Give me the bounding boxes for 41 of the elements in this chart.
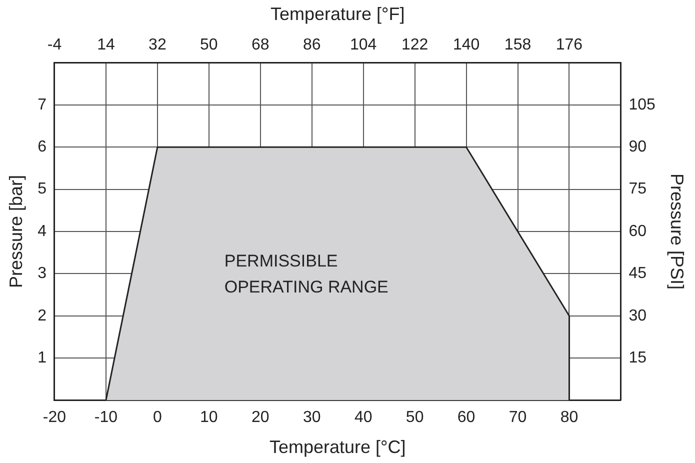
- y2-tick-label: 75: [628, 180, 647, 198]
- y2-tick-label: 60: [628, 222, 647, 240]
- x-tick-label: 40: [354, 409, 372, 426]
- y-tick-label: 1: [38, 349, 47, 366]
- y-tick-label: 7: [38, 96, 47, 114]
- x-tick-label: 70: [508, 409, 527, 426]
- x-tick-label: 10: [200, 409, 218, 426]
- x-tick-label: 60: [457, 409, 476, 426]
- y-axis-title: Pressure [bar]: [6, 174, 26, 288]
- x-tick-label: 50: [406, 409, 424, 426]
- x-tick-label: 0: [152, 409, 162, 426]
- x2-tick-label: 68: [251, 36, 270, 54]
- x2-tick-label: 140: [452, 36, 480, 54]
- x2-tick-label: 158: [504, 36, 532, 54]
- y2-tick-label: 15: [628, 349, 647, 366]
- x-tick-label: -10: [94, 409, 118, 426]
- y-tick-label: 3: [38, 265, 47, 282]
- x2-axis-title: Temperature [°F]: [270, 4, 405, 24]
- x2-tick-label: 176: [556, 36, 583, 54]
- y2-axis-title: Pressure [PSI]: [667, 173, 688, 290]
- x2-tick-label: 14: [97, 36, 115, 54]
- x2-tick-label: 32: [148, 36, 166, 54]
- x2-tick-label: -4: [47, 36, 62, 54]
- y-tick-label: 5: [38, 180, 47, 198]
- x-tick-label: 30: [302, 409, 321, 426]
- x2-tick-label: 122: [401, 36, 428, 54]
- x-tick-label: 80: [560, 409, 578, 426]
- x2-tick-label: 50: [200, 36, 218, 54]
- y2-tick-label: 90: [628, 138, 647, 156]
- y2-tick-label: 45: [628, 265, 647, 282]
- x2-tick-label: 86: [302, 36, 321, 54]
- y-tick-label: 2: [38, 307, 47, 324]
- y-tick-label: 6: [38, 138, 47, 156]
- y2-tick-label: 105: [628, 96, 656, 114]
- x2-tick-label: 104: [350, 36, 377, 54]
- annotation: PERMISSIBLE OPERATING RANGE: [224, 252, 388, 297]
- x-axis-title: Temperature [°C]: [269, 437, 406, 458]
- x-tick-label: -20: [42, 409, 66, 426]
- y2-tick-label: 30: [628, 307, 647, 324]
- y-tick-label: 4: [38, 222, 47, 240]
- x-tick-label: 20: [251, 409, 270, 426]
